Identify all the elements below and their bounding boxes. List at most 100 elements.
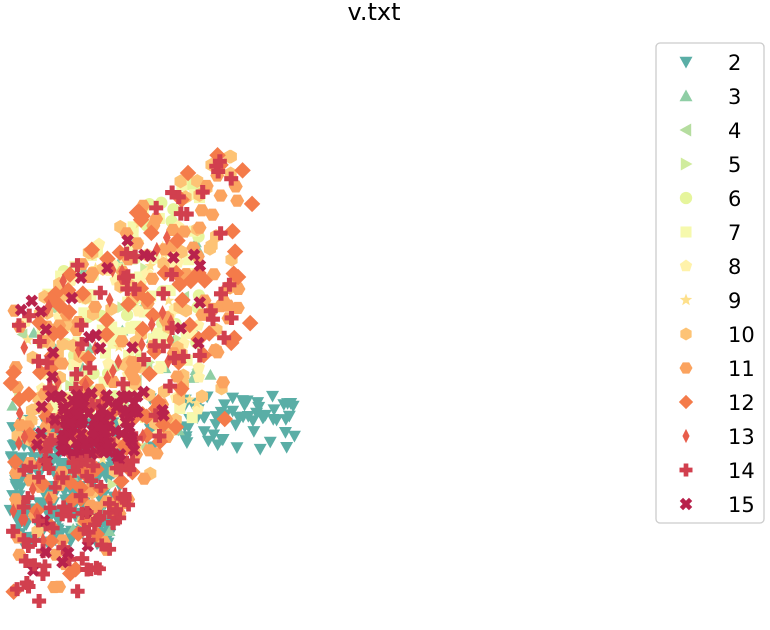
point-series-7 <box>55 270 67 282</box>
point-series-11 <box>149 447 164 460</box>
point-series-9 <box>104 367 116 379</box>
point-series-12 <box>241 314 259 332</box>
point-series-14 <box>93 285 108 300</box>
point-series-12 <box>169 232 186 249</box>
point-series-2 <box>263 436 277 449</box>
point-series-15 <box>101 261 114 275</box>
point-series-15 <box>65 291 79 305</box>
point-series-11 <box>194 204 209 217</box>
legend-label-12: 12 <box>728 391 755 415</box>
point-series-2 <box>286 400 300 413</box>
point-series-14 <box>119 246 134 261</box>
point-series-14 <box>82 533 96 547</box>
point-series-14 <box>120 269 135 284</box>
point-series-14 <box>127 282 142 297</box>
point-series-15 <box>193 259 207 272</box>
point-series-12 <box>134 320 151 338</box>
point-series-14 <box>66 456 80 470</box>
legend-entry-10: 10 <box>680 323 755 347</box>
point-series-12 <box>98 312 115 329</box>
point-series-14 <box>94 479 108 493</box>
point-series-14 <box>17 533 31 547</box>
point-series-12 <box>141 365 158 383</box>
point-series-12 <box>98 326 115 343</box>
point-series-14 <box>171 189 186 204</box>
point-series-12 <box>5 583 22 600</box>
point-series-13 <box>15 435 23 452</box>
point-series-12 <box>51 297 69 315</box>
legend-marker-7 <box>680 226 692 238</box>
point-series-11 <box>88 300 103 313</box>
point-series-15 <box>126 341 139 354</box>
point-series-8 <box>132 304 145 317</box>
point-series-12 <box>113 472 130 490</box>
point-series-11 <box>130 237 145 250</box>
legend-marker-15 <box>679 497 693 511</box>
point-series-13 <box>44 298 53 315</box>
point-series-12 <box>83 241 101 259</box>
point-series-8 <box>192 370 206 383</box>
point-series-2 <box>178 421 192 434</box>
point-series-14 <box>35 566 50 581</box>
point-series-11 <box>145 272 160 285</box>
point-series-11 <box>83 270 98 283</box>
point-series-14 <box>213 286 228 301</box>
point-series-14 <box>38 453 52 467</box>
point-series-14 <box>42 381 57 396</box>
point-series-15 <box>91 420 105 434</box>
point-series-7 <box>147 333 159 345</box>
point-series-2 <box>217 399 231 412</box>
point-series-15 <box>128 405 141 418</box>
point-series-15 <box>102 436 115 450</box>
point-series-11 <box>207 344 222 357</box>
point-series-14 <box>68 381 83 396</box>
legend-entry-3: 3 <box>679 85 741 109</box>
point-series-13 <box>109 363 117 379</box>
point-series-3 <box>103 525 116 537</box>
point-series-11 <box>114 335 129 348</box>
point-series-15 <box>35 400 48 413</box>
point-series-2 <box>226 405 240 418</box>
legend-entry-9: 9 <box>679 289 741 313</box>
point-series-15 <box>174 321 188 335</box>
point-series-11 <box>216 376 231 389</box>
point-series-15 <box>34 305 48 318</box>
point-series-14 <box>81 525 96 540</box>
legend-entry-11: 11 <box>679 357 755 381</box>
point-series-11 <box>52 580 67 593</box>
point-series-15 <box>193 296 207 309</box>
point-series-14 <box>125 453 140 468</box>
point-series-14 <box>74 318 89 333</box>
point-series-14 <box>85 474 99 488</box>
point-series-14 <box>148 338 163 353</box>
legend-entry-7: 7 <box>680 221 741 245</box>
point-series-12 <box>6 453 24 471</box>
point-series-2 <box>287 430 301 443</box>
legend-label-6: 6 <box>728 187 741 211</box>
point-series-6 <box>120 308 134 322</box>
point-series-14 <box>63 509 77 523</box>
point-series-9 <box>22 334 34 345</box>
point-series-7 <box>123 349 135 361</box>
point-series-2 <box>266 390 280 403</box>
legend-entry-4: 4 <box>679 119 741 143</box>
point-series-15 <box>56 555 69 569</box>
point-series-2 <box>198 412 212 424</box>
point-series-14 <box>16 500 31 515</box>
point-series-15 <box>54 391 68 404</box>
point-series-12 <box>61 266 79 283</box>
point-series-2 <box>216 434 230 446</box>
point-series-11 <box>170 370 185 383</box>
point-series-14 <box>57 500 71 514</box>
point-series-12 <box>20 386 38 403</box>
point-series-15 <box>187 248 201 262</box>
point-series-7 <box>99 347 111 359</box>
point-series-14 <box>92 511 106 525</box>
legend-marker-14 <box>679 463 693 477</box>
point-series-13 <box>81 377 90 393</box>
point-series-15 <box>83 330 96 344</box>
point-series-2 <box>279 414 293 426</box>
point-series-14 <box>176 349 191 364</box>
point-series-11 <box>13 419 28 432</box>
point-series-2 <box>250 407 264 420</box>
